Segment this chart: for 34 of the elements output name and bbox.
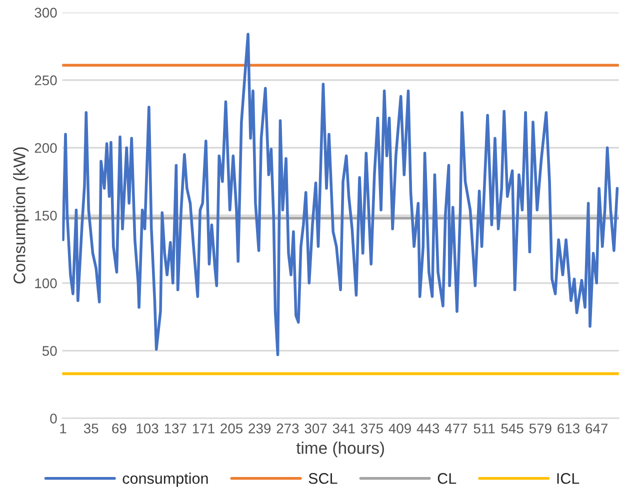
x-tick-label: 35 xyxy=(84,424,98,434)
y-tick-label: 100 xyxy=(35,278,57,288)
legend-label: consumption xyxy=(122,472,208,487)
x-tick-label: 205 xyxy=(220,424,243,434)
x-tick-label: 341 xyxy=(332,424,355,434)
legend-label: CL xyxy=(438,473,456,484)
x-tick-label: 511 xyxy=(474,424,495,434)
legend-label: ICL xyxy=(557,473,580,484)
x-tick-label: 1 xyxy=(60,424,66,434)
x-tick-label: 613 xyxy=(558,424,580,434)
y-tick-label: 50 xyxy=(42,346,57,356)
x-tick-label: 69 xyxy=(112,424,126,434)
x-axis-title: time (hours) xyxy=(296,442,384,458)
y-tick-label: 0 xyxy=(50,414,57,424)
x-tick-label: 647 xyxy=(586,424,608,434)
x-tick-label: 375 xyxy=(360,424,383,434)
legend-label: SCL xyxy=(308,473,338,484)
x-tick-label: 579 xyxy=(529,424,552,434)
x-tick-label: 409 xyxy=(388,424,411,434)
x-tick-label: 273 xyxy=(276,424,299,434)
x-tick-label: 443 xyxy=(416,424,440,434)
x-tick-label: 137 xyxy=(164,424,186,434)
x-tick-label: 239 xyxy=(248,424,271,434)
line-series xyxy=(62,32,619,356)
x-tick-label: 103 xyxy=(136,424,158,434)
y-tick-label: 300 xyxy=(34,8,57,18)
y-tick-label: 250 xyxy=(34,75,57,86)
x-tick-label: 307 xyxy=(304,424,327,434)
y-tick-label: 150 xyxy=(35,210,57,221)
x-tick-label: 545 xyxy=(501,424,524,434)
x-tick-label: 477 xyxy=(444,424,468,434)
y-axis-title: Consumption (kW) xyxy=(13,147,29,284)
y-tick-label: 200 xyxy=(34,143,57,153)
x-tick-label: 171 xyxy=(192,424,214,434)
